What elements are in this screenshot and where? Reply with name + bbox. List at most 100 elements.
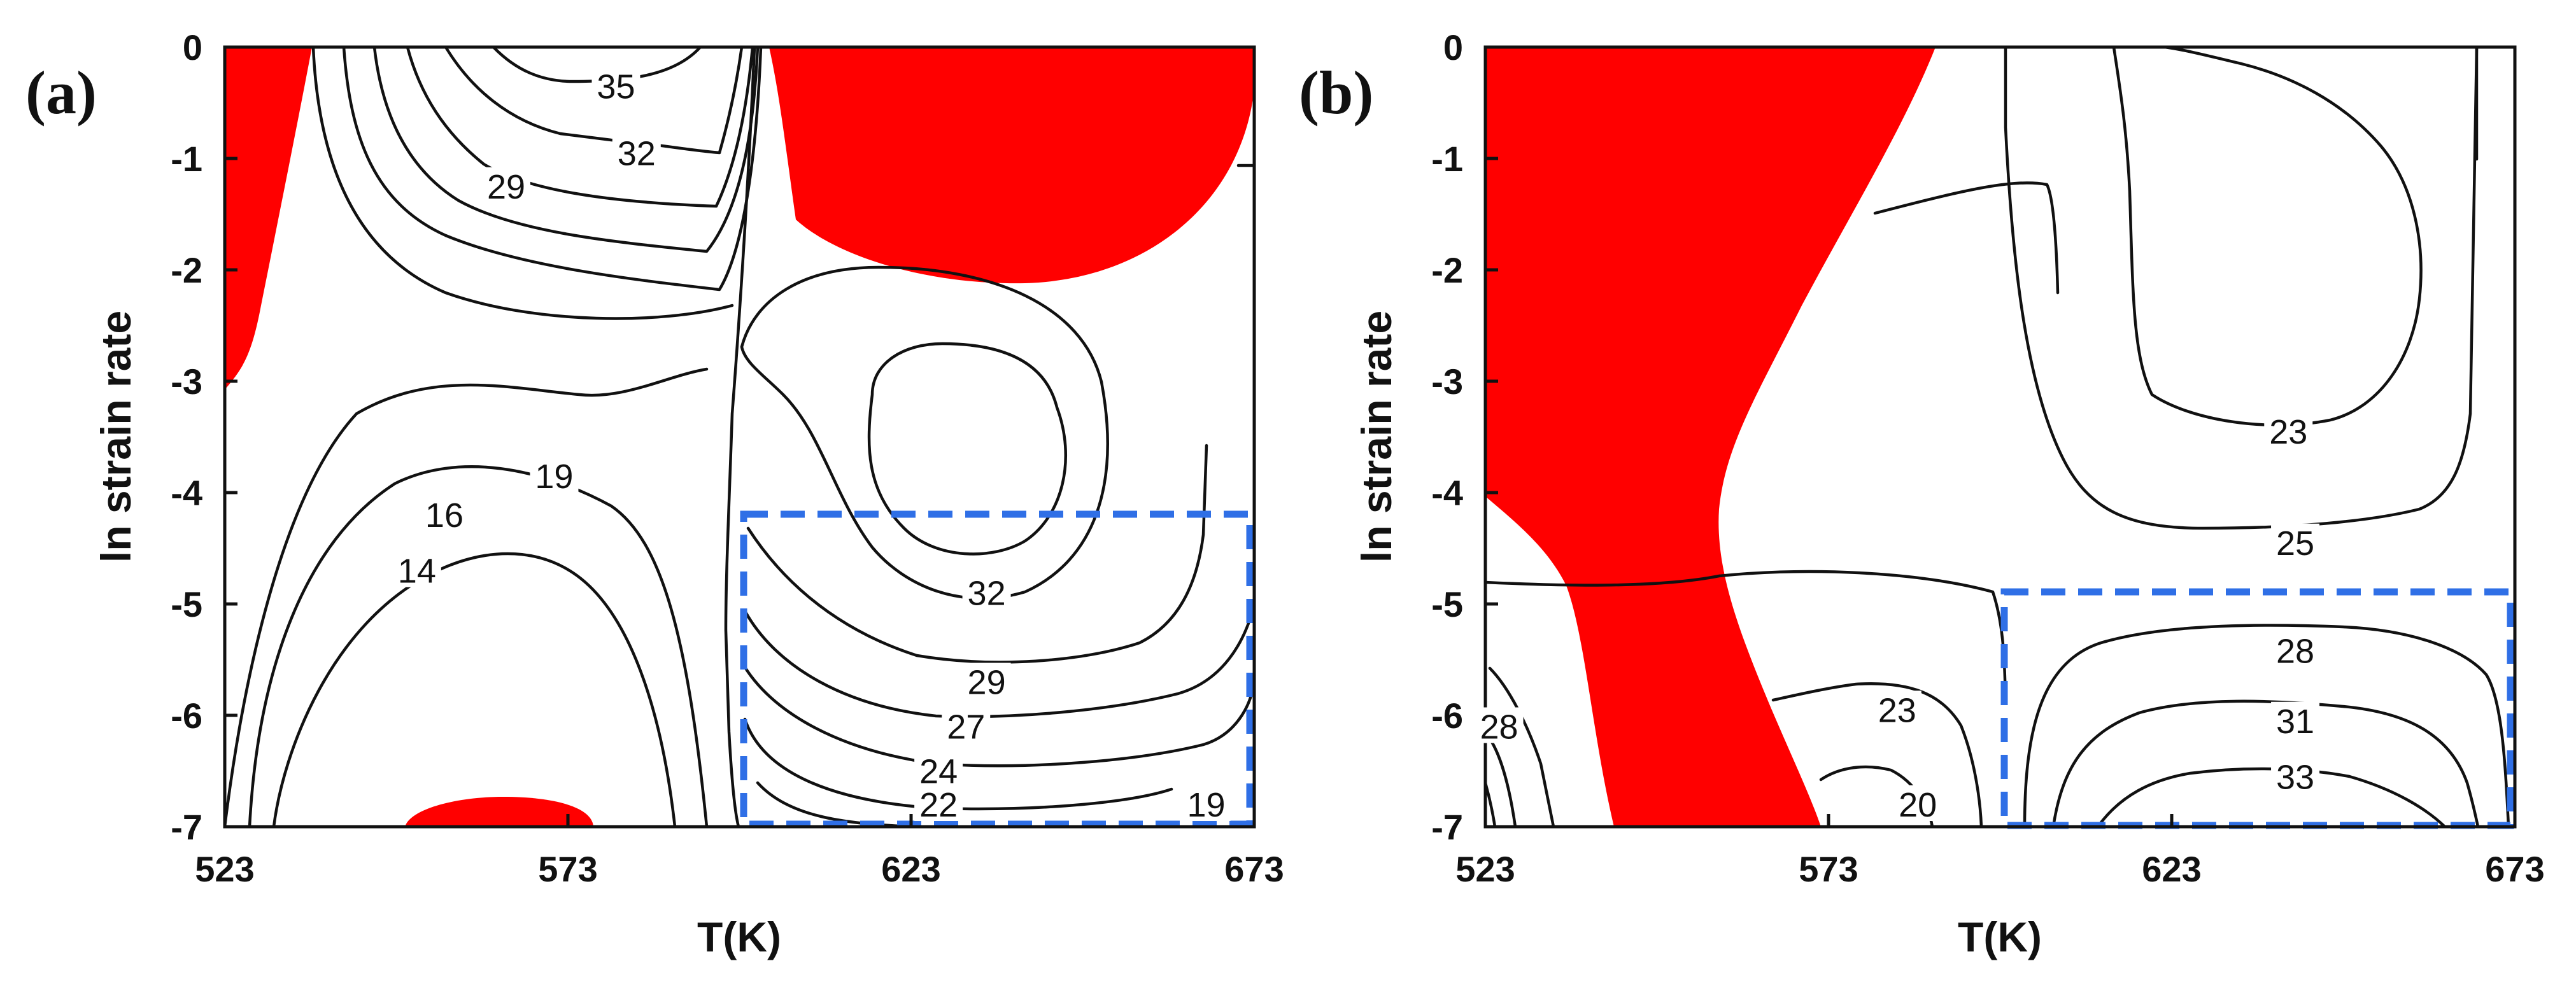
panel-a-frame bbox=[223, 45, 1256, 829]
panel-a-contour-label: 29 bbox=[968, 664, 1006, 702]
panel-b-ytick-7: -7 bbox=[1431, 807, 1463, 847]
panel-b-contour-top-loop bbox=[1873, 181, 2060, 295]
panel-a-contour-label-bg bbox=[914, 785, 963, 821]
panel-b-contour-label: 23 bbox=[1878, 691, 1916, 729]
panel-b-contour-label-bg bbox=[2271, 631, 2320, 668]
panel-a-contour-label-bg bbox=[591, 67, 640, 103]
panel-b-contour-33 bbox=[2096, 767, 2447, 827]
panel-b-contour-label-bg bbox=[2271, 701, 2320, 738]
panel-a-contour-label: 32 bbox=[968, 575, 1006, 613]
panel-a-contour-a3 bbox=[311, 47, 734, 320]
panel-b-ytick-0: 0 bbox=[1443, 27, 1463, 67]
panel-b-instability-region bbox=[1485, 47, 1936, 827]
panel-b-ytick-2: -2 bbox=[1431, 250, 1463, 290]
panel-b-contour-label-bg bbox=[2264, 412, 2313, 448]
panel-a-xtick-1: 573 bbox=[538, 849, 597, 889]
panel-a-contour-label-bg bbox=[530, 456, 579, 493]
panel-a-contour-label-bg bbox=[612, 134, 661, 170]
panel-b-ytick-5: -5 bbox=[1431, 584, 1463, 624]
panel-a-contour-a1 bbox=[372, 47, 760, 253]
panel-a-ylabel: ln strain rate bbox=[92, 311, 139, 563]
panel-b-contour-label: 31 bbox=[2276, 703, 2314, 741]
panel-a-contour-19 bbox=[225, 367, 709, 827]
panel-a-contour-32-right bbox=[740, 265, 1109, 600]
panel-b: (b) bbox=[1299, 27, 2545, 960]
panel-a-contour-label: 19 bbox=[535, 458, 573, 496]
panel-a-contour-label: 27 bbox=[947, 708, 985, 747]
panel-b-contour-label-bg bbox=[1893, 785, 1943, 821]
panel-a-contour-label: 35 bbox=[597, 67, 635, 106]
panel-b-xtick-3: 673 bbox=[2485, 849, 2544, 889]
panel-a-contour-label-bg bbox=[481, 167, 530, 203]
panel-b-contour-label-bg bbox=[1475, 707, 1524, 743]
panel-a-ytick-5: -5 bbox=[171, 584, 202, 624]
panel-a-xtick-2: 623 bbox=[881, 849, 940, 889]
panel-a-contour-35 bbox=[492, 47, 702, 83]
panel-b-ytick-6: -6 bbox=[1431, 696, 1463, 736]
panel-b-contour-25 bbox=[2004, 47, 2479, 530]
panel-a-contour-label: 29 bbox=[487, 168, 525, 206]
panel-b-contour-label: 23 bbox=[2269, 413, 2307, 451]
panel-a-contour-27 bbox=[743, 603, 1254, 719]
panel-a-highlight-box bbox=[740, 510, 1254, 828]
panel-a-contour-label-bg bbox=[962, 573, 1011, 610]
panel-a-contour-inner-loop bbox=[867, 342, 1068, 556]
panel-a-contour-label: 32 bbox=[618, 134, 656, 172]
panel-a-contour-label: 14 bbox=[398, 552, 436, 591]
panel-b-contour-label-bg bbox=[2271, 757, 2320, 794]
panel-b-contour-label-bg bbox=[2271, 523, 2320, 559]
panel-b-contour-label: 28 bbox=[2276, 633, 2314, 671]
panel-b-xtick-0: 523 bbox=[1455, 849, 1515, 889]
panel-a-instability-region-top-right bbox=[769, 47, 1254, 284]
panel-a-tickmarks bbox=[225, 45, 913, 827]
panel-b-ytick-3: -3 bbox=[1431, 361, 1463, 402]
panel-a-contour-16 bbox=[248, 465, 709, 827]
panel-a-contour-a4 bbox=[724, 47, 756, 827]
panel-a-contour-label-bg bbox=[1182, 785, 1231, 821]
panel-a-contour-label: 16 bbox=[425, 496, 464, 535]
panel-a-contour-label: 19 bbox=[1187, 786, 1226, 824]
panel-b-plot-area bbox=[1485, 47, 2510, 827]
panel-a-ytick-1: -1 bbox=[171, 139, 202, 179]
panel-a-xtick-3: 673 bbox=[1224, 849, 1284, 889]
panel-a-contour-14 bbox=[272, 552, 677, 827]
panel-b-highlight-box bbox=[2000, 588, 2514, 829]
panel-a-ytick-0: 0 bbox=[183, 27, 202, 67]
panel-a-contour-label-bg bbox=[420, 496, 469, 531]
panel-a-contour-label: 24 bbox=[919, 753, 958, 791]
panel-a-ytick-4: -4 bbox=[171, 473, 202, 513]
panel-a-ytick-3: -3 bbox=[171, 361, 202, 402]
panel-b-contour-23-lower bbox=[1771, 682, 1983, 827]
panel-a-contour-label-bg bbox=[392, 551, 441, 587]
panel-b-contour-label: 33 bbox=[2276, 758, 2314, 796]
panel-a-ytick-6: -6 bbox=[171, 696, 202, 736]
panel-a-instability-region-left bbox=[225, 47, 312, 388]
panel-a-ytick-7: -7 bbox=[171, 807, 202, 847]
panel-b-contour-label: 25 bbox=[2276, 524, 2314, 563]
panel-b-contour-label-bg bbox=[1872, 691, 1921, 727]
panel-a-contour-label: 22 bbox=[919, 786, 958, 824]
panel-a-contour-label-bg bbox=[942, 707, 991, 743]
panel-b-ylabel: ln strain rate bbox=[1353, 311, 1400, 563]
panel-a-label: (a) bbox=[25, 59, 97, 127]
panel-a-plot-area bbox=[225, 47, 1254, 827]
panel-a-xtick-0: 523 bbox=[195, 849, 254, 889]
panel-b-xtick-2: 623 bbox=[2142, 849, 2201, 889]
panel-b-contour-28-right bbox=[2023, 624, 2510, 827]
panel-a-contour-24 bbox=[740, 660, 1254, 768]
panel-a-contour-29-right bbox=[746, 444, 1208, 664]
panel-b-contour-28-left bbox=[1488, 666, 1555, 827]
panel-a: (a) bbox=[25, 27, 1284, 960]
panel-a-xlabel: T(K) bbox=[697, 913, 781, 960]
panel-a-contour-29 bbox=[406, 47, 754, 208]
panel-b-contour-label: 28 bbox=[1480, 708, 1518, 747]
panel-a-contour-label-bg bbox=[914, 752, 963, 788]
panel-a-contour-label-bg bbox=[962, 663, 1011, 699]
panel-b-contour-23-upper bbox=[2112, 47, 2423, 427]
panel-b-label: (b) bbox=[1299, 59, 1373, 127]
panel-b-xlabel: T(K) bbox=[1958, 913, 2042, 960]
panel-a-contour-a2 bbox=[342, 47, 763, 291]
panel-b-contour-labels: 23 25 28 23 20 28 31 33 bbox=[1475, 412, 2320, 824]
